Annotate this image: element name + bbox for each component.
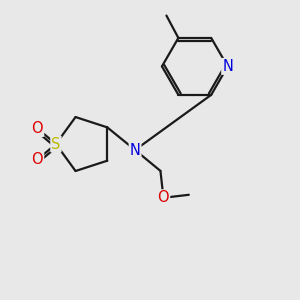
Text: O: O [32, 152, 43, 167]
Text: O: O [158, 190, 169, 205]
Text: N: N [222, 59, 233, 74]
Text: O: O [32, 121, 43, 136]
Text: S: S [51, 136, 61, 152]
Text: N: N [130, 142, 140, 158]
